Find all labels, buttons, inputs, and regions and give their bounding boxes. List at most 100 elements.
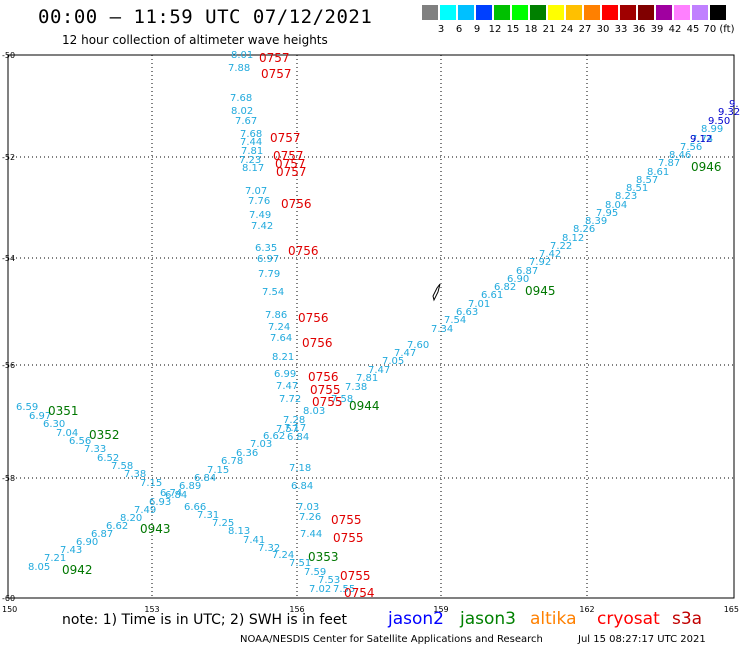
lat-label: -50	[2, 51, 15, 60]
swh-value: 6.74	[160, 488, 182, 499]
scale-swatch	[530, 5, 546, 20]
swh-value: 7.15	[140, 478, 162, 489]
swh-value: 7.59	[304, 567, 326, 578]
swh-value: 6.97	[29, 411, 51, 422]
swh-value: 6.99	[274, 369, 296, 380]
swh-value: 8.03	[303, 406, 325, 417]
swh-value: 7.15	[207, 465, 229, 476]
swh-value: 7.23	[239, 155, 261, 166]
swh-value: 6.63	[456, 307, 478, 318]
swh-value: 7.28	[283, 415, 305, 426]
scale-label: 18	[524, 24, 538, 35]
swh-value: 7.72	[279, 394, 301, 405]
swh-value: 6.36	[236, 448, 258, 459]
scale-label: 45	[686, 24, 700, 35]
scale-swatch	[710, 5, 726, 20]
timestamp: Jul 15 08:27:17 UTC 2021	[578, 634, 706, 645]
swh-value: 7.58	[331, 394, 353, 405]
scale-swatch	[476, 5, 492, 20]
scale-swatch	[602, 5, 618, 20]
swh-value: 7.88	[228, 63, 250, 74]
lon-label: 153	[144, 605, 159, 614]
swh-value: 6.30	[43, 419, 65, 430]
swh-value: 8.17	[242, 163, 264, 174]
swh-value: 7.21	[44, 553, 66, 564]
swh-value: 7.44	[240, 137, 262, 148]
swh-value: 8.20	[120, 513, 142, 524]
lon-label: 156	[289, 605, 304, 614]
swh-value: 7.95	[596, 208, 618, 219]
swh-value: 7.79	[258, 269, 280, 280]
swh-value: 7.76	[248, 196, 270, 207]
pass-time: 0757	[276, 165, 307, 179]
scale-swatch	[638, 5, 654, 20]
swh-value: 6.35	[255, 243, 277, 254]
swh-value: 6.87	[91, 529, 113, 540]
landmass-outline	[432, 283, 441, 302]
swh-value: 7.41	[243, 535, 265, 546]
swh-value: 8.57	[636, 175, 658, 186]
swh-value: 6.59	[16, 402, 38, 413]
swh-value: 7.86	[265, 310, 287, 321]
scale-label: 70 (ft)	[703, 24, 735, 35]
swh-value: 7.24	[268, 322, 290, 333]
swh-value: 8.12	[562, 233, 584, 244]
swh-value: 6.61	[481, 290, 503, 301]
scale-label: 24	[560, 24, 574, 35]
page-title: 00:00 – 11:59 UTC 07/12/2021	[38, 6, 373, 28]
scale-label: 39	[650, 24, 664, 35]
scale-label: 12	[488, 24, 502, 35]
swh-value: 7.26	[299, 512, 321, 523]
swh-value: 7.22	[550, 241, 572, 252]
lat-label: -56	[2, 361, 15, 370]
pass-time: 0945	[525, 284, 556, 298]
lon-label: 150	[2, 605, 17, 614]
pass-time: 0755	[312, 395, 343, 409]
pass-time: 0756	[298, 311, 329, 325]
swh-value: 6.93	[149, 497, 171, 508]
map-grid	[7, 54, 735, 599]
swh-value: 7.38	[345, 382, 367, 393]
scale-label: 6	[455, 24, 463, 35]
axis-labels: -50 -52 -54 -56 -58 -60 150 153 156 159 162 165	[2, 51, 739, 614]
swh-value: 7.01	[468, 299, 490, 310]
swh-value: 9.32	[718, 107, 740, 118]
swh-value: 6.90	[507, 274, 529, 285]
swh-value: 6.52	[97, 453, 119, 464]
pass-time: 0755	[333, 531, 364, 545]
pass-time: 0755	[331, 513, 362, 527]
pass-time: 0756	[308, 370, 339, 384]
swh-value: 6.84	[194, 473, 216, 484]
swh-value: 7.47	[394, 348, 416, 359]
swh-value: 8.21	[272, 352, 294, 363]
swh-value: 8.13	[228, 526, 250, 537]
swh-value: 7.47	[368, 365, 390, 376]
scale-label: 33	[614, 24, 628, 35]
legend-jason2: jason2	[388, 609, 444, 629]
swh-value: 7.31	[197, 510, 219, 521]
pass-time: 0353	[308, 550, 339, 564]
swh-value: 7.56	[680, 142, 702, 153]
pass-time: 0757	[261, 67, 292, 81]
swh-value: 7.57	[276, 424, 298, 435]
swh-value: 7.42	[251, 221, 273, 232]
swh-value: 7.07	[245, 186, 267, 197]
swh-value: 8.02	[231, 106, 253, 117]
swh-value: 7.68	[230, 93, 252, 104]
swh-value: 8.23	[615, 191, 637, 202]
scale-swatch	[548, 5, 564, 20]
scale-label: 30	[596, 24, 610, 35]
lon-label: 159	[433, 605, 448, 614]
swh-value: 7.33	[84, 444, 106, 455]
swh-value: 7.54	[262, 287, 284, 298]
swh-value: 7.87	[658, 158, 680, 169]
scale-label: 3	[437, 24, 445, 35]
swh-value: 7.34	[431, 324, 453, 335]
legend-jason3: jason3	[460, 609, 516, 629]
swh-value: 7.92	[529, 257, 551, 268]
pass-time: 0755	[340, 569, 371, 583]
swh-value: 8.04	[605, 200, 627, 211]
swh-value: 7.81	[241, 146, 263, 157]
legend-s3a: s3a	[672, 609, 703, 629]
swh-value: 7.64	[270, 333, 292, 344]
